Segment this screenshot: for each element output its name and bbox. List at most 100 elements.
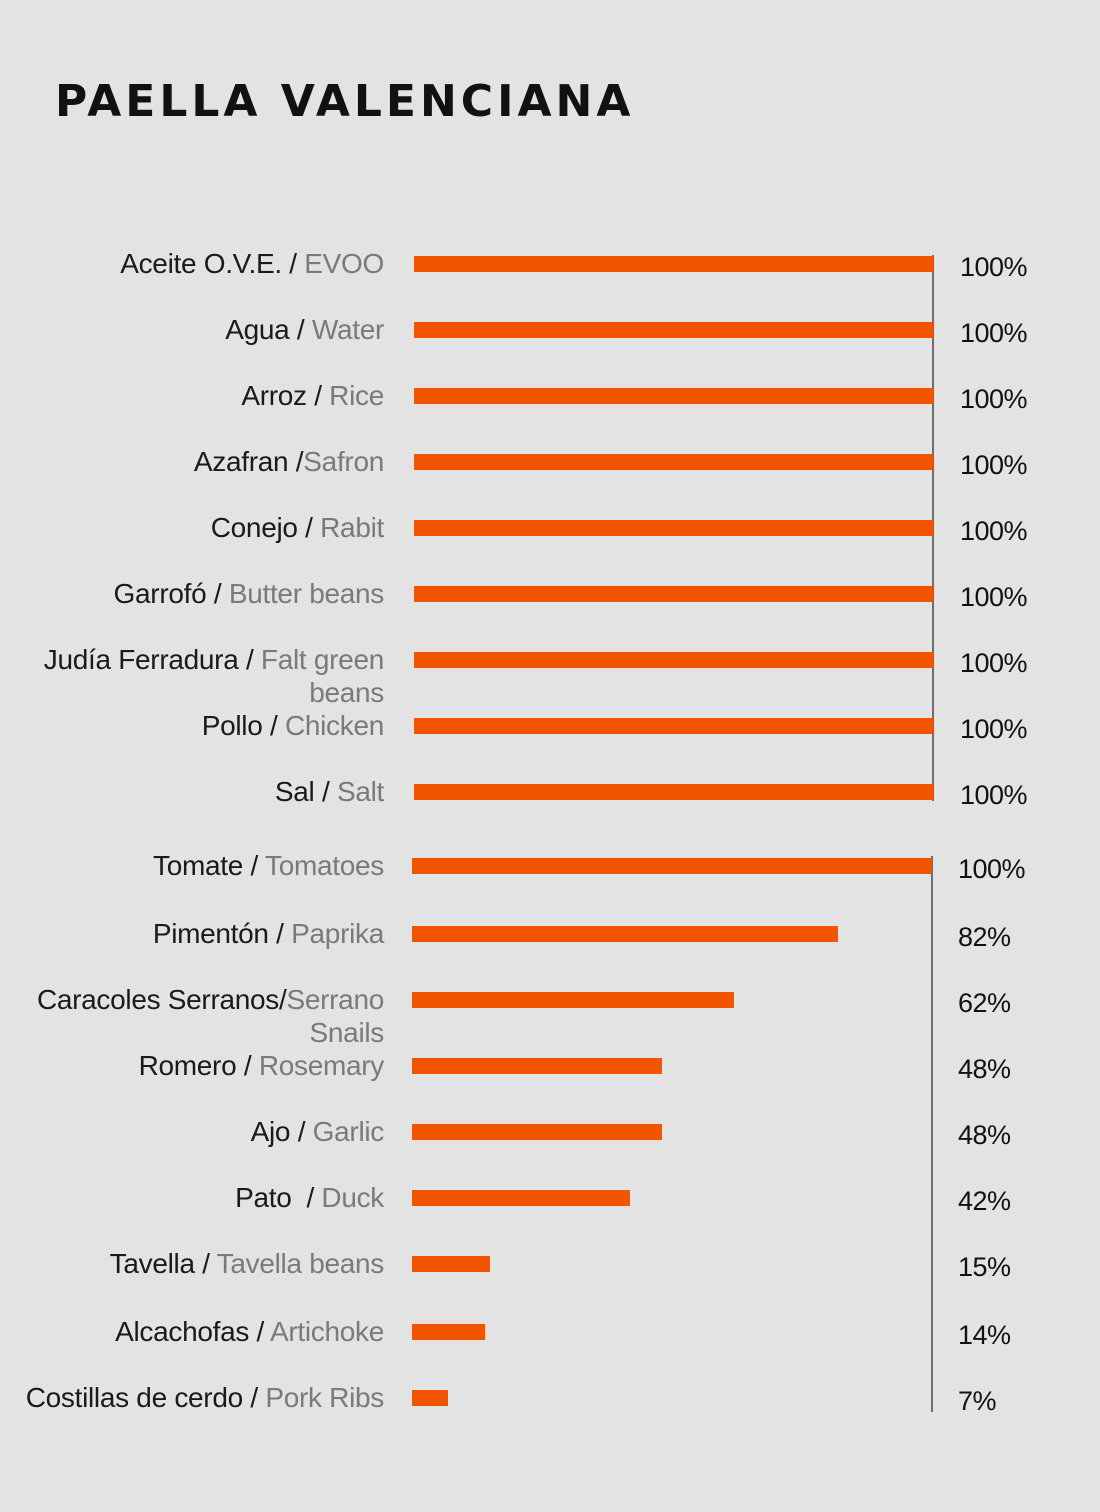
bar xyxy=(414,520,933,536)
bar xyxy=(412,1390,448,1406)
bar xyxy=(412,1058,662,1074)
bar xyxy=(412,926,838,942)
category-label: Agua / Water xyxy=(14,313,384,346)
category-label: Pimentón / Paprika xyxy=(14,917,384,950)
label-spanish: Ajo xyxy=(250,1116,291,1147)
chart-title: PAELLA VALENCIANA xyxy=(55,76,635,127)
value-label: 100% xyxy=(960,780,1028,810)
label-separator: / xyxy=(262,710,285,741)
category-label: Azafran /Safron xyxy=(14,445,384,478)
label-english: Tomatoes xyxy=(265,850,384,881)
label-spanish: Judía Ferradura xyxy=(43,644,239,675)
bar xyxy=(412,1124,662,1140)
category-label: Costillas de cerdo / Pork Ribs xyxy=(14,1381,385,1414)
label-spanish: Pato xyxy=(235,1182,292,1213)
category-label: Tomate / Tomatoes xyxy=(14,849,384,882)
category-label: Pollo / Chicken xyxy=(14,709,385,742)
label-spanish: Tomate xyxy=(153,850,244,881)
label-separator: / xyxy=(243,850,265,881)
label-english: Artichoke xyxy=(269,1316,384,1347)
bar xyxy=(414,784,933,800)
value-label: 82% xyxy=(958,922,1011,952)
value-label: 100% xyxy=(960,318,1028,348)
label-english: Rosemary xyxy=(258,1050,384,1081)
label-spanish: Garrofó xyxy=(113,578,207,609)
label-separator: / xyxy=(236,1050,259,1081)
value-label: 100% xyxy=(958,854,1026,884)
label-english: Rabit xyxy=(320,512,384,543)
category-label: Pato / Duck xyxy=(14,1181,384,1214)
label-separator: / xyxy=(288,446,304,477)
category-label: Conejo / Rabit xyxy=(14,511,385,544)
value-label: 7% xyxy=(958,1386,997,1416)
value-label: 100% xyxy=(960,714,1028,744)
value-label: 42% xyxy=(958,1186,1011,1216)
category-label: Alcachofas / Artichoke xyxy=(14,1315,384,1348)
label-english: Chicken xyxy=(284,710,384,741)
category-label: Caracoles Serranos/Serrano Snails xyxy=(14,983,384,1049)
category-label: Garrofó / Butter beans xyxy=(14,577,385,610)
label-spanish: Pimentón xyxy=(152,918,269,949)
label-separator: / xyxy=(291,1182,322,1213)
label-separator: / xyxy=(306,380,330,411)
label-english: EVOO xyxy=(304,248,384,279)
label-spanish: Conejo xyxy=(210,512,298,543)
label-english: Salt xyxy=(336,776,384,807)
label-separator: / xyxy=(297,512,321,543)
value-label: 62% xyxy=(958,988,1011,1018)
bar xyxy=(414,718,933,734)
label-separator: / xyxy=(242,1382,266,1413)
value-label: 100% xyxy=(960,252,1028,282)
category-label: Judía Ferradura / Falt green beans xyxy=(14,643,385,709)
label-english: Serrano Snails xyxy=(286,984,384,1048)
axis-line-bottom-group xyxy=(931,856,933,1412)
label-separator: / xyxy=(268,918,292,949)
label-separator: / xyxy=(206,578,229,609)
category-label: Ajo / Garlic xyxy=(14,1115,385,1148)
label-spanish: Alcachofas xyxy=(115,1316,250,1347)
label-separator: / xyxy=(238,644,261,675)
value-label: 100% xyxy=(960,384,1028,414)
label-separator: / xyxy=(249,1316,270,1347)
bar xyxy=(414,652,933,668)
label-english: Rice xyxy=(329,380,384,411)
label-english: Falt green beans xyxy=(260,644,384,708)
label-separator: / xyxy=(194,1248,217,1279)
label-separator: / xyxy=(314,776,337,807)
category-label: Arroz / Rice xyxy=(14,379,384,412)
bar xyxy=(412,1190,630,1206)
bar xyxy=(414,388,933,404)
label-english: Tavella beans xyxy=(216,1248,385,1279)
value-label: 100% xyxy=(960,582,1028,612)
bar xyxy=(412,1256,490,1272)
label-spanish: Sal xyxy=(274,776,315,807)
bar xyxy=(412,992,734,1008)
bar xyxy=(414,586,933,602)
label-spanish: Caracoles Serranos xyxy=(36,984,279,1015)
label-english: Paprika xyxy=(291,918,384,949)
value-label: 48% xyxy=(958,1054,1011,1084)
label-spanish: Aceite O.V.E. xyxy=(120,248,282,279)
label-english: Water xyxy=(311,314,384,345)
label-separator: / xyxy=(281,248,305,279)
category-label: Romero / Rosemary xyxy=(14,1049,385,1082)
label-english: Pork Ribs xyxy=(265,1382,384,1413)
label-spanish: Azafran xyxy=(193,446,289,477)
value-label: 48% xyxy=(958,1120,1011,1150)
bar xyxy=(412,1324,485,1340)
label-spanish: Tavella xyxy=(109,1248,195,1279)
label-spanish: Agua xyxy=(225,314,290,345)
bar xyxy=(414,454,933,470)
value-label: 15% xyxy=(958,1252,1011,1282)
label-spanish: Costillas de cerdo xyxy=(25,1382,243,1413)
axis-line-top-group xyxy=(932,255,934,801)
category-label: Tavella / Tavella beans xyxy=(14,1247,385,1280)
label-separator: / xyxy=(279,984,287,1015)
bar xyxy=(412,858,932,874)
value-label: 100% xyxy=(960,516,1028,546)
label-english: Garlic xyxy=(312,1116,385,1147)
label-english: Butter beans xyxy=(228,578,384,609)
label-spanish: Arroz xyxy=(241,380,307,411)
label-separator: / xyxy=(290,1116,313,1147)
